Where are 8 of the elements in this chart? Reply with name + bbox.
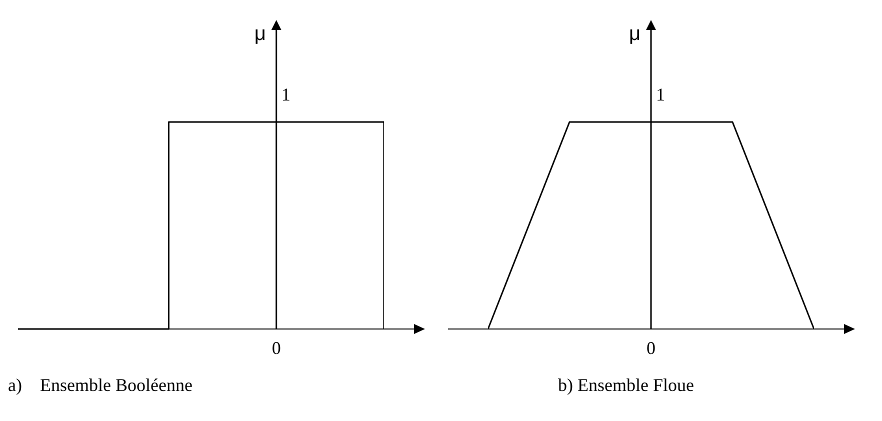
text: 0	[272, 338, 281, 358]
text: 1	[281, 84, 290, 104]
y-axis-title: μ	[629, 23, 641, 45]
text: b) Ensemble Floue	[557, 375, 695, 396]
text: 1	[656, 84, 665, 104]
text: a) Ensemble Booléenne	[8, 375, 194, 396]
text: 0	[646, 338, 656, 358]
y-axis-title: μ	[254, 23, 266, 45]
